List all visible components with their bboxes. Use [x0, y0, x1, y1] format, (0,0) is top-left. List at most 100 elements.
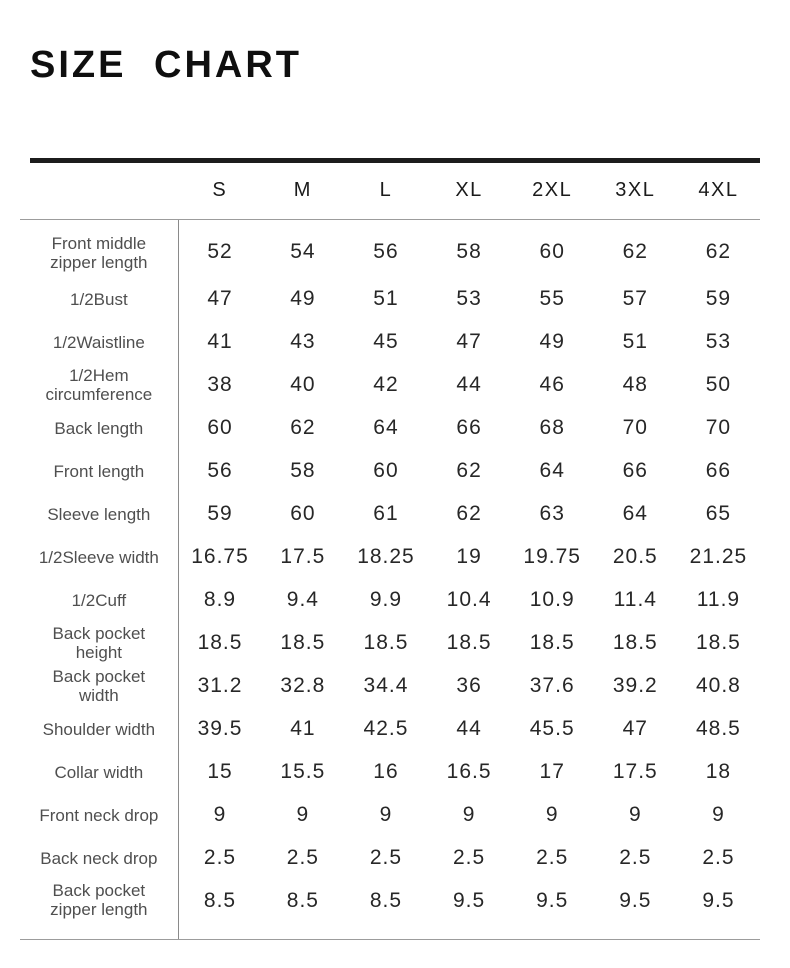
- size-value-cell: 60: [207, 416, 233, 440]
- size-value-cell: 37.6: [529, 674, 575, 698]
- size-value-cell: 68: [539, 416, 565, 440]
- size-value-cell: 54: [290, 240, 316, 264]
- size-value-cell: 58: [290, 459, 316, 483]
- size-value-cell: 18.5: [612, 631, 658, 655]
- size-value-cell: 39.2: [612, 674, 658, 698]
- size-column-header: L: [344, 162, 428, 221]
- size-value-cell: 70: [622, 416, 648, 440]
- measurement-column-header: [20, 162, 179, 221]
- size-value-cell: 19: [456, 545, 482, 569]
- size-value-cell: 62: [622, 240, 648, 264]
- size-value-cell: 66: [705, 459, 732, 483]
- size-value-cell: 43: [290, 330, 316, 354]
- size-value-cell: 62: [705, 240, 732, 264]
- size-value-cell: 52: [207, 240, 233, 264]
- size-value-cell: 18.5: [280, 631, 326, 655]
- size-value-cell: 31.2: [197, 674, 243, 698]
- size-value-cell: 18.5: [446, 631, 492, 655]
- size-value-cell: 41: [290, 717, 316, 741]
- size-value-cell: 60: [373, 459, 399, 483]
- size-value-cell: 57: [622, 287, 648, 311]
- size-value-cell: 10.9: [529, 588, 575, 612]
- size-value-cell: 9.4: [286, 588, 319, 612]
- size-value-cell: 53: [456, 287, 482, 311]
- size-value-cell: 2.5: [369, 846, 403, 870]
- size-value-cell: 56: [207, 459, 233, 483]
- size-value-cell: 18: [705, 760, 732, 784]
- size-value-cell: 18.5: [529, 631, 575, 655]
- size-value-cell: 19.75: [523, 545, 581, 569]
- row-label: 1/2Sleeve width: [20, 535, 179, 579]
- size-header-row: S M L XL 2XL 3XL 4XL: [20, 162, 760, 221]
- title-divider: [30, 157, 760, 163]
- size-value-cell: 47: [456, 330, 482, 354]
- size-value-cell: 38: [207, 373, 233, 397]
- size-value-cell: 2.5: [286, 846, 319, 870]
- table-row: Shoulder width 39.5 41 42.5 44 45.5 47 48.5: [20, 707, 760, 751]
- size-value-cell: 40: [290, 373, 316, 397]
- row-label: Back neck drop: [20, 836, 179, 880]
- size-column-header: 2XL: [510, 162, 594, 221]
- row-label: Front neck drop: [20, 793, 179, 837]
- size-value-cell: 21.25: [689, 545, 748, 569]
- size-value-cell: 65: [705, 502, 732, 526]
- size-value-cell: 8.9: [203, 588, 237, 612]
- size-value-cell: 63: [539, 502, 565, 526]
- size-value-cell: 49: [539, 330, 565, 354]
- size-chart-page: SIZE CHART S M L XL 2XL 3XL 4XL Front middle z…: [0, 44, 790, 968]
- size-value-cell: 60: [539, 240, 565, 264]
- size-chart-table: S M L XL 2XL 3XL 4XL Front middle zipper lengt…: [20, 162, 760, 941]
- size-value-cell: 34.4: [363, 674, 409, 698]
- size-value-cell: 56: [373, 240, 399, 264]
- size-value-cell: 8.5: [178, 879, 262, 941]
- size-value-cell: 59: [207, 502, 233, 526]
- row-label: 1/2Bust: [20, 277, 179, 321]
- size-column-header: XL: [427, 162, 511, 221]
- size-value-cell: 16: [373, 760, 399, 784]
- size-value-cell: 42.5: [363, 717, 409, 741]
- size-value-cell: 2.5: [536, 846, 569, 870]
- size-value-cell: 50: [705, 373, 732, 397]
- table-row: Back neck drop 2.5 2.5 2.5 2.5 2.5 2.5 2.5: [20, 836, 760, 880]
- size-value-cell: 2.5: [619, 846, 652, 870]
- size-value-cell: 9: [213, 803, 227, 827]
- size-value-cell: 9.5: [676, 879, 760, 941]
- size-value-cell: 15.5: [280, 760, 326, 784]
- table-row: Back length 60 62 64 66 68 70 70: [20, 406, 760, 450]
- size-value-cell: 17.5: [612, 760, 658, 784]
- size-value-cell: 47: [622, 717, 648, 741]
- size-value-cell: 9: [296, 803, 310, 827]
- size-value-cell: 8.5: [344, 879, 428, 941]
- size-value-cell: 51: [622, 330, 648, 354]
- row-label: Back pocket zipper length: [20, 879, 179, 941]
- size-value-cell: 48.5: [695, 717, 741, 741]
- size-value-cell: 18.5: [197, 631, 243, 655]
- table-row: Sleeve length 59 60 61 62 63 64 65: [20, 492, 760, 536]
- size-column-header: 3XL: [593, 162, 677, 221]
- size-value-cell: 9.5: [593, 879, 677, 941]
- size-value-cell: 51: [373, 287, 399, 311]
- size-column-header: M: [261, 162, 345, 221]
- size-value-cell: 9: [379, 803, 393, 827]
- size-value-cell: 44: [456, 717, 482, 741]
- row-label: 1/2Cuff: [20, 578, 179, 622]
- size-value-cell: 9: [712, 803, 725, 827]
- size-value-cell: 20.5: [612, 545, 658, 569]
- size-value-cell: 64: [539, 459, 565, 483]
- row-label: 1/2Waistline: [20, 320, 179, 364]
- size-value-cell: 2.5: [203, 846, 237, 870]
- size-value-cell: 17: [539, 760, 565, 784]
- size-value-cell: 49: [290, 287, 316, 311]
- row-label: Back pocket width: [20, 664, 179, 708]
- size-value-cell: 62: [456, 502, 482, 526]
- size-value-cell: 9: [545, 803, 559, 827]
- size-value-cell: 62: [290, 416, 316, 440]
- size-value-cell: 17.5: [280, 545, 326, 569]
- size-value-cell: 45: [373, 330, 399, 354]
- size-value-cell: 16.5: [446, 760, 492, 784]
- table-row: 1/2Sleeve width 16.75 17.5 18.25 19 19.75 20.5…: [20, 535, 760, 579]
- size-value-cell: 16.75: [191, 545, 249, 569]
- size-value-cell: 9.5: [427, 879, 511, 941]
- table-row: 1/2Cuff 8.9 9.4 9.9 10.4 10.9 11.4 11.9: [20, 578, 760, 622]
- size-value-cell: 2.5: [702, 846, 735, 870]
